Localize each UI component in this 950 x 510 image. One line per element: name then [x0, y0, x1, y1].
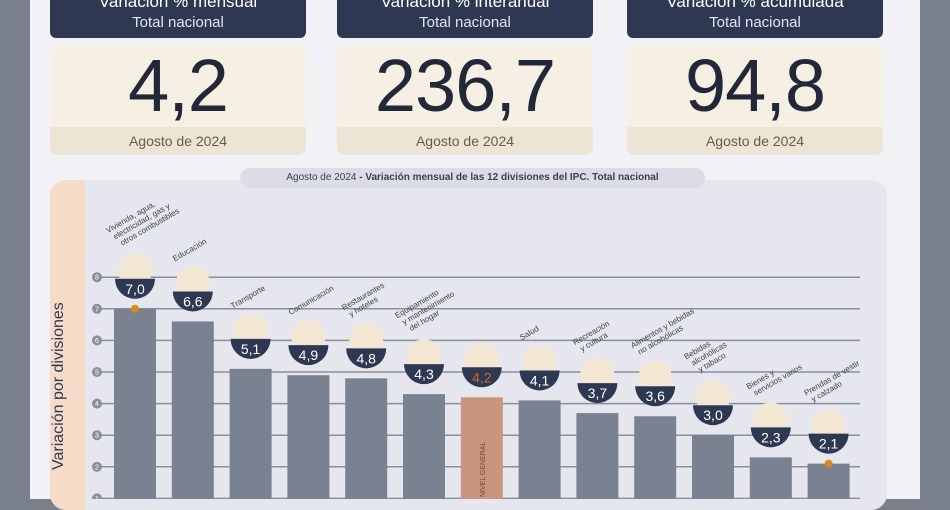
- card-body: 4,2 Agosto de 2024: [50, 45, 306, 155]
- category-label: Prendas de vestiry calzado: [803, 358, 866, 405]
- category-label-line: Salud: [518, 324, 540, 342]
- data-label: 4,3: [414, 366, 434, 382]
- bar: [749, 457, 792, 499]
- bar: [229, 368, 272, 499]
- card-period: Agosto de 2024: [627, 127, 883, 155]
- card-period: Agosto de 2024: [50, 127, 306, 155]
- category-label: Recreacióny cultura: [571, 319, 615, 355]
- value-badge: [693, 405, 733, 426]
- y-tick-marker: [92, 303, 102, 314]
- y-tick-label: 8: [95, 275, 99, 282]
- y-tick-marker: [92, 335, 102, 346]
- y-tick-marker: [92, 367, 102, 377]
- card-title: Variación % acumulada: [666, 0, 844, 11]
- bar: [171, 321, 214, 499]
- min-marker: [824, 459, 833, 468]
- value-badge: [519, 370, 560, 391]
- chart-title-text: - Variación mensual de las 12 divisiones…: [356, 172, 659, 183]
- max-marker: [131, 304, 139, 313]
- card-body: 236,7 Agosto de 2024: [337, 45, 593, 155]
- card-value: 4,2: [128, 45, 229, 127]
- category-label: Educación: [171, 237, 208, 263]
- card-header: Variación % acumulada Total nacional: [627, 0, 883, 38]
- category-label-line: Comunicación: [287, 284, 335, 317]
- card-header: Variación % interanual Total nacional: [337, 0, 593, 38]
- category-label: Salud: [518, 324, 540, 342]
- bar: [634, 416, 677, 499]
- data-label: 4,9: [299, 347, 319, 363]
- y-tick-label: 7: [95, 306, 99, 313]
- bar: [345, 378, 388, 499]
- bar: [287, 375, 330, 499]
- category-label-line: Transporte: [229, 283, 267, 310]
- value-badge: [115, 278, 155, 299]
- chart-title-period: Agosto de 2024: [286, 172, 357, 183]
- bar: [518, 400, 561, 499]
- data-label: 5,1: [241, 341, 261, 357]
- data-label: 2,1: [819, 436, 839, 452]
- card-subtitle: Total nacional: [419, 14, 511, 31]
- value-badge: [808, 433, 849, 454]
- value-badge: [230, 338, 271, 359]
- value-badge: [635, 386, 676, 407]
- y-tick-marker: [92, 272, 102, 283]
- bar: [576, 413, 619, 499]
- category-label: Bienes yservicios varios: [745, 355, 804, 399]
- category-label: NIVEL GENERAL: [480, 442, 487, 497]
- value-badge: [404, 364, 444, 385]
- data-label: 2,3: [761, 429, 781, 445]
- y-tick-marker: [92, 493, 102, 499]
- y-tick-label: 4: [95, 401, 99, 408]
- value-badge: [172, 291, 213, 312]
- card-title: Variación % mensual: [98, 0, 258, 11]
- bar: [807, 463, 850, 499]
- value-badge: [461, 367, 502, 388]
- category-label: Comunicación: [287, 284, 335, 317]
- card-body: 94,8 Agosto de 2024: [627, 45, 883, 155]
- category-label-line: Educación: [171, 237, 208, 263]
- card-monthly: Variación % mensual Total nacional 4,2 Ago…: [50, 0, 306, 155]
- category-label: Transporte: [229, 283, 267, 310]
- y-tick-label: 1: [95, 496, 99, 499]
- y-tick-label: 6: [95, 338, 99, 345]
- y-tick-label: 2: [95, 464, 99, 471]
- data-label: 7,0: [125, 281, 145, 297]
- value-badge: [288, 345, 329, 366]
- bar: [114, 308, 156, 499]
- card-subtitle: Total nacional: [132, 14, 224, 31]
- y-tick-label: 5: [95, 370, 99, 377]
- data-label: 6,6: [183, 293, 203, 309]
- card-value: 236,7: [374, 45, 556, 127]
- card-header: Variación % mensual Total nacional: [50, 0, 306, 38]
- data-label: 4,8: [356, 350, 376, 366]
- value-badge: [750, 427, 791, 448]
- data-label: 3,6: [645, 388, 665, 404]
- value-badge: [346, 348, 387, 369]
- bar: [692, 435, 734, 499]
- data-label: 4,1: [530, 372, 550, 388]
- card-period: Agosto de 2024: [337, 127, 593, 155]
- category-label: Bebidasalcohólicasy tabaco: [683, 332, 733, 377]
- chart-title: Agosto de 2024 - Variación mensual de la…: [240, 168, 705, 188]
- y-tick-marker: [92, 398, 102, 409]
- card-accumulated: Variación % acumulada Total nacional 94,8…: [627, 0, 883, 155]
- category-label: Vivienda, agua,electricidad, gas yotros …: [105, 191, 181, 251]
- bar: [460, 397, 503, 499]
- card-title: Variación % interanual: [380, 0, 550, 11]
- card-yearly: Variación % interanual Total nacional 236…: [337, 0, 593, 155]
- value-badge: [577, 383, 618, 404]
- bar-chart: 1 2 3 4 5 6 7 8 7,0 Vivienda, agua,electricidad, …: [92, 191, 866, 499]
- card-value: 94,8: [684, 45, 826, 127]
- y-tick-marker: [92, 430, 102, 441]
- axis-strip: [50, 180, 85, 510]
- data-label: 3,7: [588, 385, 608, 401]
- data-label: 3,0: [703, 407, 723, 423]
- data-label: 4,2: [472, 369, 492, 385]
- category-label: Restaurantesy hoteles: [340, 281, 390, 320]
- y-tick-marker: [92, 461, 102, 472]
- card-subtitle: Total nacional: [709, 14, 801, 31]
- y-tick-label: 3: [95, 433, 99, 440]
- bar: [403, 394, 445, 499]
